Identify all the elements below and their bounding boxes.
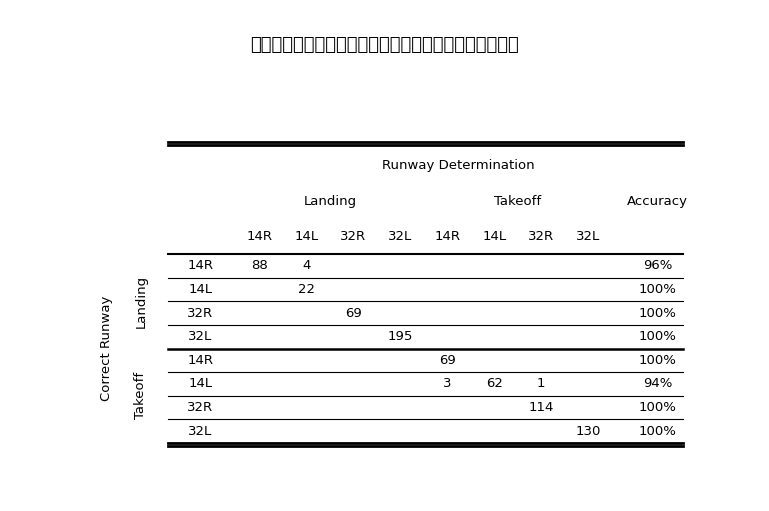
Text: 32R: 32R bbox=[188, 307, 214, 320]
Text: 69: 69 bbox=[439, 354, 456, 367]
Text: Landing: Landing bbox=[135, 275, 148, 328]
Text: Landing: Landing bbox=[304, 195, 357, 207]
Text: 14L: 14L bbox=[295, 230, 318, 243]
Text: 14R: 14R bbox=[434, 230, 461, 243]
Text: 94%: 94% bbox=[643, 378, 672, 390]
Text: Accuracy: Accuracy bbox=[627, 195, 688, 207]
Text: 32L: 32L bbox=[188, 425, 212, 438]
Text: 14R: 14R bbox=[188, 354, 214, 367]
Text: 表３　従来法と時間差法を組み合わせた滑走路判定精度: 表３ 従来法と時間差法を組み合わせた滑走路判定精度 bbox=[250, 36, 519, 54]
Text: 88: 88 bbox=[251, 260, 268, 272]
Text: Takeoff: Takeoff bbox=[135, 372, 148, 420]
Text: 195: 195 bbox=[388, 330, 413, 343]
Text: 32L: 32L bbox=[388, 230, 413, 243]
Text: 130: 130 bbox=[575, 425, 601, 438]
Text: 4: 4 bbox=[302, 260, 311, 272]
Text: 14L: 14L bbox=[482, 230, 506, 243]
Text: 14R: 14R bbox=[188, 260, 214, 272]
Text: 100%: 100% bbox=[638, 307, 677, 320]
Text: 96%: 96% bbox=[643, 260, 672, 272]
Text: Takeoff: Takeoff bbox=[494, 195, 541, 207]
Text: 100%: 100% bbox=[638, 425, 677, 438]
Text: 14R: 14R bbox=[247, 230, 273, 243]
Text: 32L: 32L bbox=[576, 230, 601, 243]
Text: 100%: 100% bbox=[638, 330, 677, 343]
Text: 14L: 14L bbox=[188, 283, 212, 296]
Text: 32R: 32R bbox=[528, 230, 554, 243]
Text: 3: 3 bbox=[443, 378, 451, 390]
Text: 100%: 100% bbox=[638, 283, 677, 296]
Text: 1: 1 bbox=[537, 378, 545, 390]
Text: 100%: 100% bbox=[638, 354, 677, 367]
Text: 62: 62 bbox=[486, 378, 503, 390]
Text: 32L: 32L bbox=[188, 330, 212, 343]
Text: 32R: 32R bbox=[341, 230, 367, 243]
Text: 22: 22 bbox=[298, 283, 315, 296]
Text: 100%: 100% bbox=[638, 401, 677, 414]
Text: 14L: 14L bbox=[188, 378, 212, 390]
Text: 114: 114 bbox=[528, 401, 554, 414]
Text: Correct Runway: Correct Runway bbox=[100, 296, 113, 401]
Text: Runway Determination: Runway Determination bbox=[382, 159, 535, 172]
Text: 32R: 32R bbox=[188, 401, 214, 414]
Text: 69: 69 bbox=[345, 307, 362, 320]
